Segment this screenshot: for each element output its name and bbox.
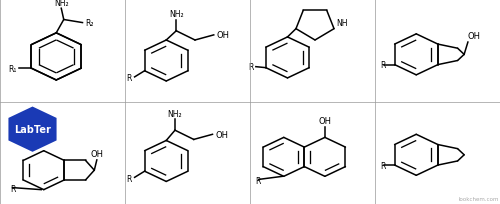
Text: NH₂: NH₂ bbox=[169, 10, 184, 19]
Text: R: R bbox=[255, 176, 260, 185]
Text: OH: OH bbox=[216, 31, 229, 40]
Text: R: R bbox=[126, 74, 132, 83]
Text: R: R bbox=[10, 184, 16, 193]
Text: lookchem.com: lookchem.com bbox=[458, 196, 499, 201]
Text: OH: OH bbox=[468, 32, 481, 41]
Polygon shape bbox=[8, 106, 58, 153]
Text: R: R bbox=[380, 161, 386, 170]
Text: R₂: R₂ bbox=[85, 19, 94, 28]
Text: NH: NH bbox=[336, 19, 348, 28]
Text: NH₂: NH₂ bbox=[54, 0, 68, 8]
Text: R: R bbox=[126, 174, 132, 183]
Text: LabTer: LabTer bbox=[14, 125, 51, 134]
Text: OH: OH bbox=[215, 130, 228, 139]
Text: R: R bbox=[248, 63, 254, 72]
Text: OH: OH bbox=[90, 149, 104, 158]
Text: OH: OH bbox=[318, 116, 332, 125]
Text: R₁: R₁ bbox=[8, 64, 16, 73]
Text: R: R bbox=[380, 61, 386, 70]
Text: NH₂: NH₂ bbox=[168, 109, 182, 118]
